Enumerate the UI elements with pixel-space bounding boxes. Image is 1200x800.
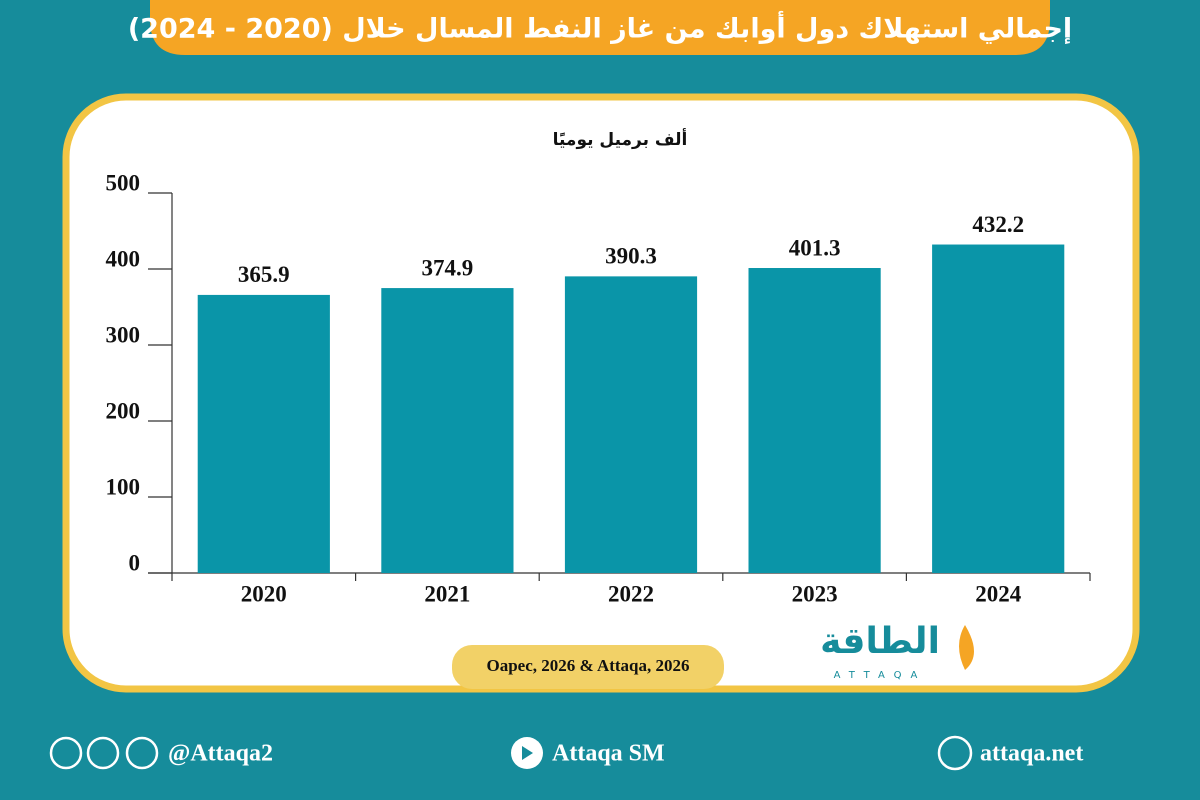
x-tick-label: 2023 bbox=[792, 581, 838, 606]
value-label: 401.3 bbox=[789, 235, 841, 260]
bar bbox=[564, 276, 698, 573]
y-tick-label: 500 bbox=[106, 170, 141, 195]
x-tick-label: 2020 bbox=[241, 581, 287, 606]
footer-website: attaqa.net bbox=[980, 741, 1083, 767]
logo-drop bbox=[959, 625, 974, 670]
source: Oapec, 2026 & Attaqa, 2026 bbox=[486, 656, 689, 675]
x-tick-label: 2022 bbox=[608, 581, 654, 606]
y-tick-label: 400 bbox=[106, 246, 141, 271]
y-tick-label: 300 bbox=[106, 322, 141, 347]
footer-youtube: Attaqa SM bbox=[552, 741, 665, 767]
title-banner bbox=[150, 0, 1050, 55]
logo-arabic: الطاقة bbox=[820, 621, 940, 662]
bar bbox=[381, 288, 514, 573]
value-label: 390.3 bbox=[605, 244, 657, 269]
chart-subtitle: ألف برميل يوميًا bbox=[553, 128, 688, 150]
value-label: 432.2 bbox=[972, 212, 1024, 237]
y-tick-label: 200 bbox=[106, 398, 141, 423]
youtube-play bbox=[522, 746, 533, 760]
value-label: 365.9 bbox=[238, 262, 290, 287]
title: إجمالي استهلاك دول أوابك من غاز النفط ال… bbox=[128, 11, 1072, 45]
chart: 0 100 200 300 400 500 2020 365.9 2021 374.9 2022 39… bbox=[106, 170, 1091, 606]
logo-latin: ATTAQA bbox=[834, 670, 927, 681]
social-icons bbox=[49, 736, 159, 770]
footer-social: @Attaqa2 bbox=[168, 741, 273, 767]
x-tick-label: 2021 bbox=[424, 581, 470, 606]
web-icon bbox=[937, 735, 973, 771]
source-pill bbox=[452, 645, 724, 689]
bar bbox=[197, 294, 330, 573]
x-tick-label: 2024 bbox=[975, 581, 1022, 606]
bar bbox=[748, 268, 881, 573]
value-label: 374.9 bbox=[422, 255, 474, 280]
y-tick-label: 0 bbox=[129, 550, 141, 575]
y-tick-label: 100 bbox=[106, 474, 141, 499]
bar bbox=[932, 244, 1065, 573]
